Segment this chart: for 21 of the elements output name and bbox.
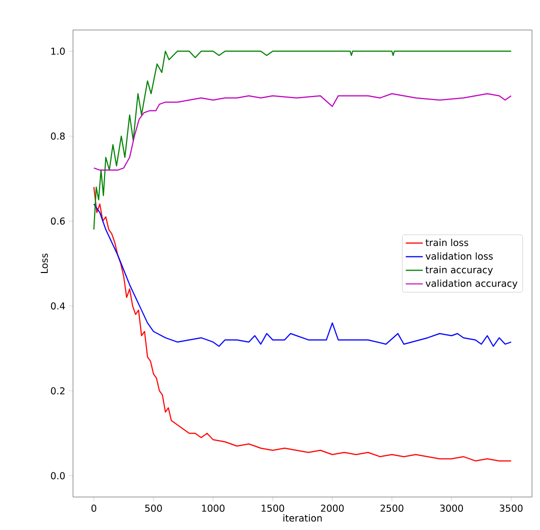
x-tick-label: 1500 <box>262 504 284 512</box>
x-tick-label: 1000 <box>202 504 224 512</box>
legend-label: validation loss <box>426 252 493 260</box>
line-series <box>93 50 512 230</box>
legend-label: train accuracy <box>426 266 493 276</box>
y-tick-label: 0.0 <box>50 472 65 480</box>
x-tick-label: 3500 <box>500 504 523 512</box>
y-tick-label: 0.2 <box>50 387 64 394</box>
x-tick-label: 2500 <box>380 504 404 512</box>
x-tick-label: 500 <box>145 504 162 512</box>
x-axis-title: iteration <box>283 514 322 522</box>
y-tick-label: 0.6 <box>50 217 65 225</box>
legend-label: validation accuracy <box>426 280 518 289</box>
y-tick-label: 0.8 <box>50 132 65 140</box>
legend-label: train loss <box>426 238 468 246</box>
y-axis-title: Loss <box>40 254 48 273</box>
y-tick-label: 0.4 <box>50 302 65 310</box>
x-tick-label: 0 <box>91 504 96 512</box>
x-tick-label: 3000 <box>440 504 463 512</box>
x-tick-label: 2000 <box>320 504 344 512</box>
y-tick-label: 1.0 <box>51 48 65 55</box>
